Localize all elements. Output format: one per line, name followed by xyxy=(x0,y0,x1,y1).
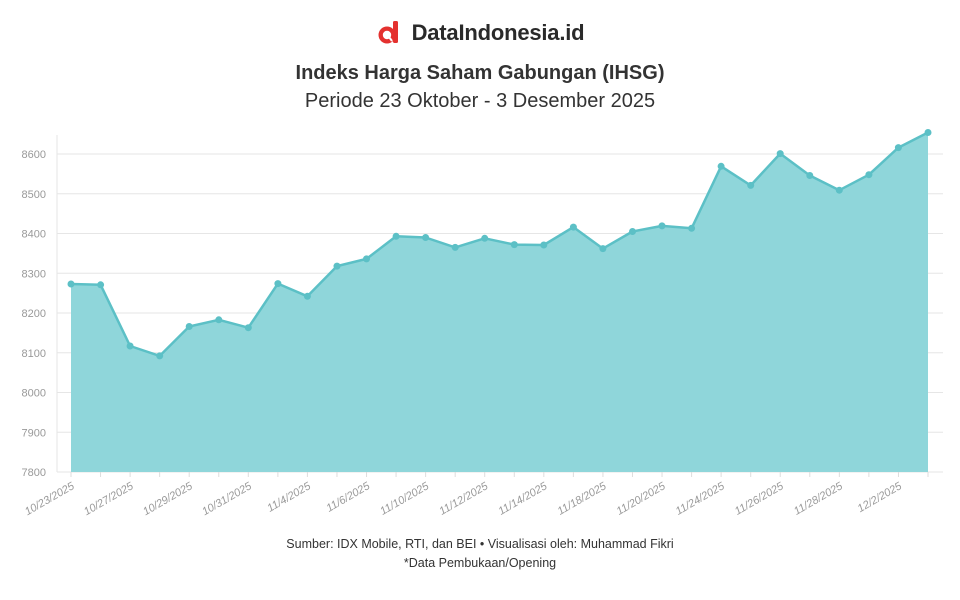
data-point xyxy=(481,234,489,242)
x-tick-label: 11/26/2025 xyxy=(733,480,787,518)
data-point xyxy=(156,352,164,360)
data-point xyxy=(97,281,105,289)
x-tick-label: 11/20/2025 xyxy=(615,480,669,518)
data-point xyxy=(747,181,755,189)
y-tick-label: 8600 xyxy=(22,149,46,161)
data-point xyxy=(865,171,873,179)
y-tick-label: 8000 xyxy=(22,388,46,400)
series-line xyxy=(70,131,929,358)
x-axis-ticks: 10/23/2025 10/27/2025 10/29/2025 10/31/2025… xyxy=(23,472,929,518)
data-point xyxy=(422,234,430,241)
x-tick-label: 12/2/2025 xyxy=(856,480,905,515)
y-tick-label: 8300 xyxy=(22,268,46,280)
source-credit: Sumber: IDX Mobile, RTI, dan BEI • Visua… xyxy=(286,537,674,551)
x-tick-label: 11/10/2025 xyxy=(378,480,432,518)
data-point xyxy=(599,245,607,253)
data-point xyxy=(303,292,311,300)
data-point xyxy=(717,162,725,170)
data-note: *Data Pembukaan/Opening xyxy=(403,556,557,570)
data-point xyxy=(569,223,577,231)
y-tick-label: 8100 xyxy=(22,348,46,360)
data-point xyxy=(274,280,282,288)
y-tick-label: 8400 xyxy=(22,229,46,241)
data-point xyxy=(67,280,75,288)
data-point xyxy=(658,222,666,230)
x-tick-label: 11/28/2025 xyxy=(792,480,846,518)
x-tick-label: 10/23/2025 xyxy=(23,480,77,518)
y-tick-label: 7900 xyxy=(22,427,46,439)
data-point xyxy=(451,243,459,251)
area-fill xyxy=(71,132,928,472)
series-ihsg xyxy=(67,129,932,472)
y-tick-label: 8200 xyxy=(22,308,46,320)
data-point xyxy=(540,241,548,249)
y-tick-label: 7800 xyxy=(22,467,46,479)
data-point xyxy=(244,324,252,332)
x-tick-label: 11/12/2025 xyxy=(437,480,491,518)
x-tick-label: 10/29/2025 xyxy=(141,480,195,518)
x-tick-label: 11/14/2025 xyxy=(496,480,550,518)
data-point xyxy=(363,255,370,263)
x-tick-label: 11/18/2025 xyxy=(555,480,609,518)
chart-subtitle: Periode 23 Oktober - 3 Desember 2025 xyxy=(304,90,656,112)
data-point xyxy=(835,186,843,194)
data-point xyxy=(776,150,784,158)
x-tick-label: 11/4/2025 xyxy=(265,480,313,515)
data-point xyxy=(894,144,902,152)
data-point xyxy=(688,224,696,232)
x-tick-label: 11/6/2025 xyxy=(324,480,372,515)
x-tick-label: 10/31/2025 xyxy=(200,480,254,518)
data-point xyxy=(333,262,341,270)
brand-header: DataIndonesia.id xyxy=(0,20,960,46)
data-point xyxy=(392,232,400,240)
data-point xyxy=(215,316,223,324)
y-tick-label: 8500 xyxy=(22,189,46,201)
data-point xyxy=(629,228,636,235)
x-tick-label: 11/24/2025 xyxy=(674,480,728,518)
d-letter-magnifier-icon xyxy=(378,21,398,44)
data-point xyxy=(185,323,193,330)
data-point xyxy=(510,241,518,249)
data-point xyxy=(924,129,932,136)
chart-title: Indeks Harga Saham Gabungan (IHSG) xyxy=(295,62,665,84)
data-point xyxy=(806,172,814,179)
x-tick-label: 10/27/2025 xyxy=(82,480,136,518)
brand-name: DataIndonesia.id xyxy=(411,20,585,45)
y-axis-ticks: 7800 7900 8000 8100 8200 8300 8400 8500 8600 xyxy=(22,149,46,479)
data-point xyxy=(126,342,134,350)
